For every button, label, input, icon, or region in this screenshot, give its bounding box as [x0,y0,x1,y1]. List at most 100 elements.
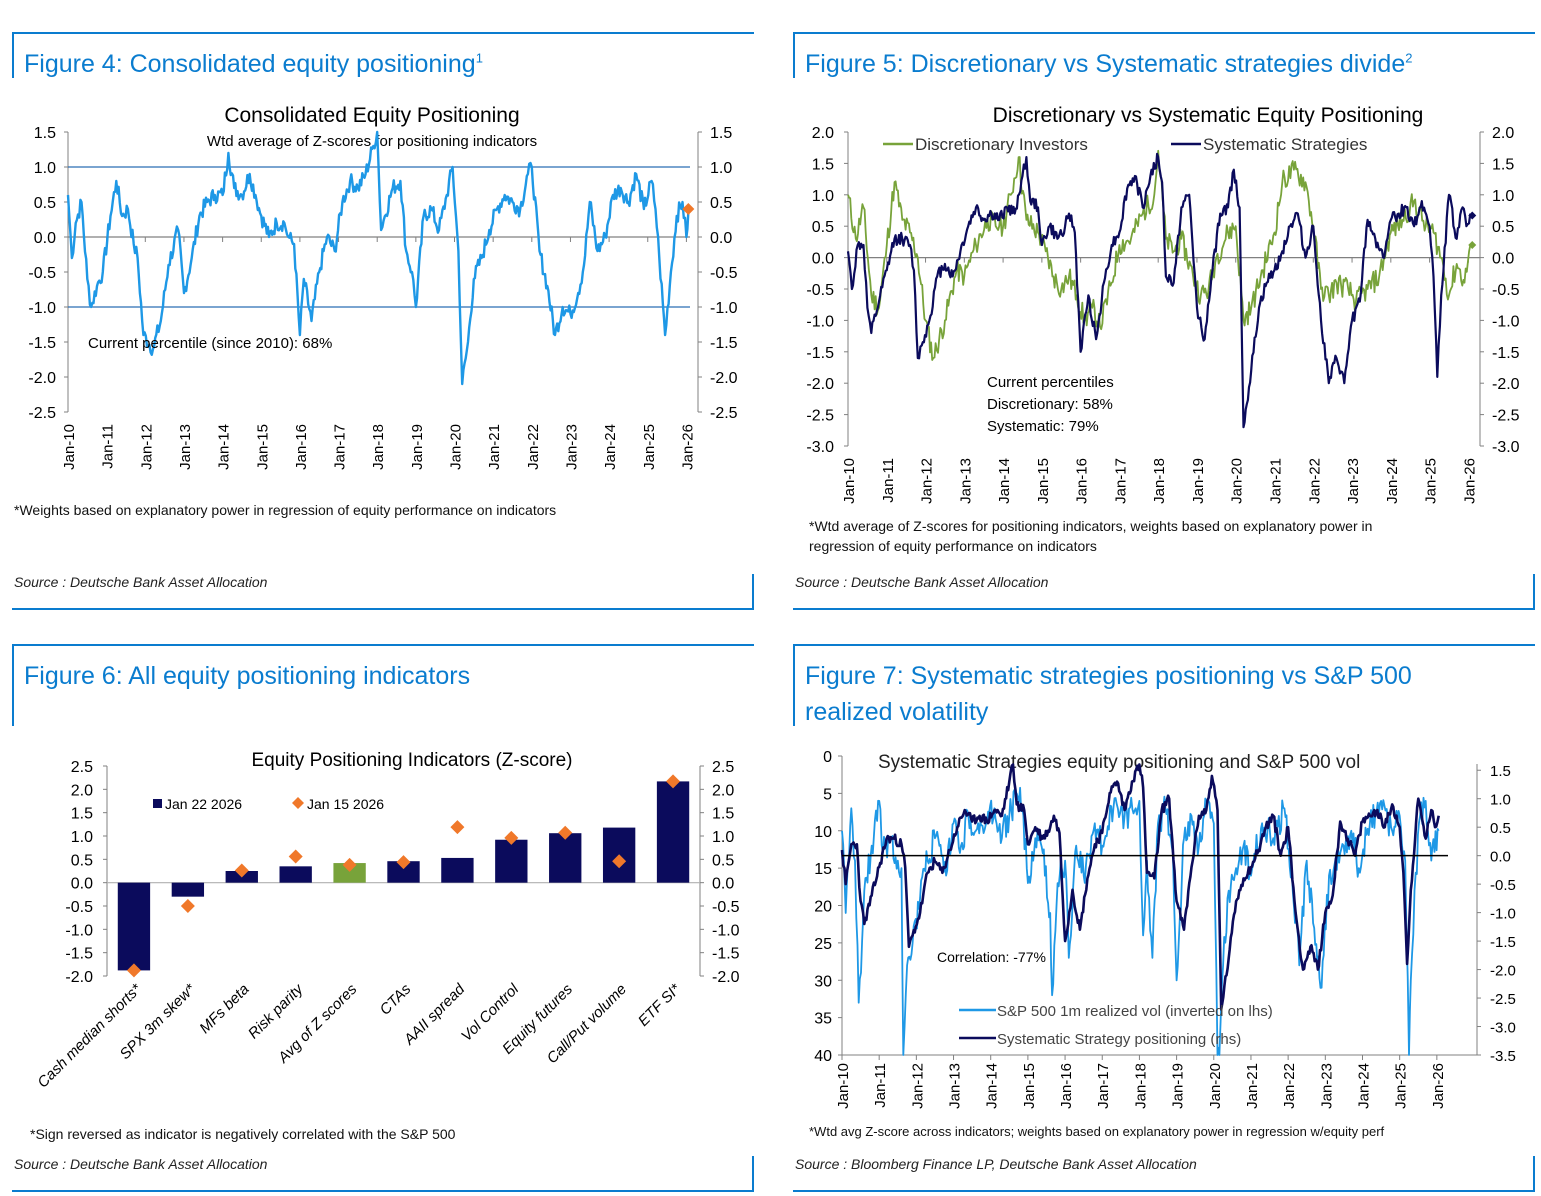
figure-5-footer: Source : Deutsche Bank Asset Allocation [793,574,1535,610]
y-tick-label-right: -3.0 [1490,1020,1516,1037]
figure-6-header: Figure 6: All equity positioning indicat… [12,644,754,726]
legend-label-systematic: Systematic Strategies [1203,135,1367,154]
figure-6-title: Figure 6: All equity positioning indicat… [24,662,471,690]
series-line-consolidated [66,130,690,386]
figure-5-panel: Figure 5: Discretionary vs Systematic st… [793,32,1535,610]
x-tick-label: Jan-20 [448,424,465,470]
bar [117,882,151,971]
y-tick-label-left: 10 [814,824,832,841]
figure-7-source: Source : Bloomberg Finance LP, Deutsche … [795,1156,1197,1172]
x-tick-label: Jan-10 [841,458,858,504]
y-tick-label-right: -1.5 [1492,345,1520,362]
y-tick-label-right: 1.0 [710,160,732,177]
x-tick-label: Jan-20 [1229,458,1246,504]
figure-4-title: Figure 4: Consolidated equity positionin… [14,34,754,82]
x-tick-label: Jan-14 [996,458,1013,504]
x-tick-label: Jan-11 [880,458,897,503]
y-tick-label-right: -1.0 [1492,313,1520,330]
y-tick-label-left: -1.0 [806,313,834,330]
marker [288,849,303,864]
y-tick-label-left: -1.5 [28,335,56,352]
figure-5-chart: Discretionary vs Systematic Equity Posit… [806,104,1520,504]
legend-label-systematic: Systematic Strategy positioning (rhs) [997,1031,1241,1048]
figure-4-chart: Consolidated Equity Positioning Wtd avera… [28,104,738,470]
annotation-percentile-line: Current percentiles [987,374,1114,391]
y-tick-label-right: -2.5 [710,405,738,422]
latest-marker-systematic [1468,211,1477,220]
figure-6-chart: Equity Positioning Indicators (Z-score) 2… [34,750,740,1091]
y-tick-label-right: 0.5 [710,195,732,212]
y-tick-label-right: 1.5 [1492,156,1514,173]
x-tick-label: Jan-26 [1461,458,1478,504]
y-tick-label-right: 0.5 [1490,820,1511,837]
y-tick-label-right: 2.0 [1492,125,1514,142]
marker [450,820,465,835]
legend-label-jan15: Jan 15 2026 [307,796,384,812]
figure-5-footnote-line-2: regression of equity performance on indi… [809,538,1097,554]
y-tick-label-left: 15 [814,861,832,878]
category-label: ETF SI* [635,980,685,1030]
y-tick-label-left: 0.0 [812,251,834,268]
marker [396,855,411,870]
y-tick-label-left: 2.0 [812,125,834,142]
category-label: Cash median shorts* [34,980,145,1091]
y-tick-label-right: 1.0 [1490,792,1511,809]
y-tick-label-left: 0 [823,749,832,766]
y-tick-label-left: 0.5 [812,219,834,236]
x-tick-label: Jan-23 [563,424,580,470]
x-tick-label: Jan-22 [1306,458,1323,504]
legend-label-discretionary: Discretionary Investors [915,135,1088,154]
category-label: MFs beta [196,981,252,1037]
y-tick-label-right: 0.0 [1490,849,1511,866]
figure-7-title-line-2: realized volatility [805,698,989,726]
series-line-systematic [846,152,1472,429]
x-tick-label: Jan-23 [1318,1063,1335,1109]
marker [558,825,573,840]
y-tick-label-left: -0.5 [806,282,834,299]
y-tick-label-left: 0.5 [71,852,93,869]
chart-title: Equity Positioning Indicators (Z-score) [251,750,572,771]
figure-6-source: Source : Deutsche Bank Asset Allocation [14,1156,268,1172]
figure-7-header: Figure 7: Systematic strategies position… [793,644,1535,726]
figure-6-footer: Source : Deutsche Bank Asset Allocation [12,1156,754,1192]
x-tick-label: Jan-15 [1021,1063,1038,1109]
x-tick-label: Jan-25 [641,424,658,470]
y-tick-label-left: -1.5 [65,946,93,963]
latest-marker-discretionary [1468,241,1477,250]
figure-4-footnote: *Weights based on explanatory power in r… [14,502,557,518]
x-tick-label: Jan-21 [1244,1063,1261,1109]
y-tick-label-left: -1.5 [806,345,834,362]
y-tick-label-left: 0.5 [34,195,56,212]
y-tick-label-right: -1.5 [712,946,740,963]
x-tick-label: Jan-19 [1170,1063,1187,1109]
legend-swatch-jan15 [292,797,304,809]
x-tick-label: Jan-16 [293,424,310,470]
figure-4-footer: Source : Deutsche Bank Asset Allocation [12,574,754,610]
y-tick-label-left: -0.5 [65,899,93,916]
figure-5-title-text: Figure 5: Discretionary vs Systematic st… [805,50,1406,78]
x-tick-label: Jan-10 [61,424,78,470]
x-tick-label: Jan-24 [1384,458,1401,504]
y-tick-label-right: 0.5 [712,852,734,869]
x-tick-label: Jan-17 [1095,1063,1112,1109]
category-label: CTAs [377,980,415,1018]
latest-marker [682,203,695,215]
y-tick-label-right: 1.5 [712,806,734,823]
y-tick-label-left: 0.0 [71,876,93,893]
x-tick-label: Jan-24 [602,424,619,470]
figure-5-header: Figure 5: Discretionary vs Systematic st… [793,32,1535,78]
x-tick-label: Jan-12 [919,458,936,504]
figure-4-header: Figure 4: Consolidated equity positionin… [12,32,754,78]
y-tick-label-right: -1.0 [1490,906,1516,923]
y-tick-label-right: 0.5 [1492,219,1514,236]
y-tick-label-left: 1.0 [812,188,834,205]
y-tick-label-right: 2.5 [712,759,734,776]
marker [666,774,681,789]
y-tick-label-right: -1.5 [710,335,738,352]
y-tick-label-left: -1.0 [65,922,93,939]
bar [171,882,205,897]
x-tick-label: Jan-11 [100,424,117,469]
y-tick-label-left: -2.0 [65,969,93,986]
marker [180,899,195,913]
bar [549,833,582,883]
